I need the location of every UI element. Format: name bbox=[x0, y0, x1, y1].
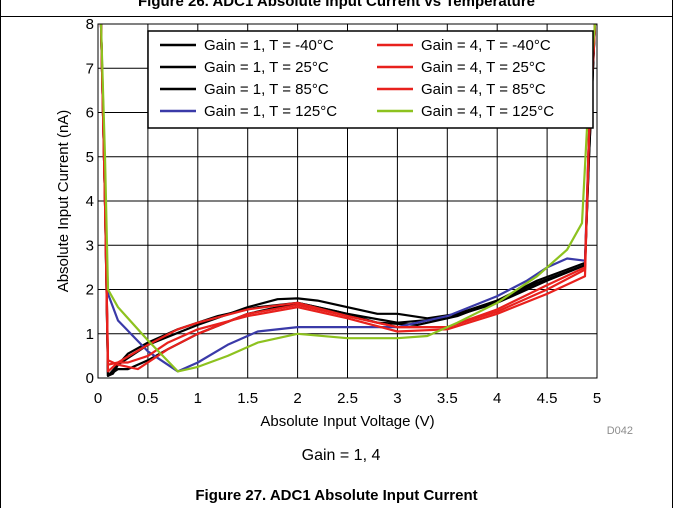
figure-caption: Figure 27. ADC1 Absolute Input Current bbox=[195, 487, 478, 504]
frame-top-rule bbox=[0, 16, 673, 17]
legend-label: Gain = 1, T = -40°C bbox=[204, 37, 334, 54]
top-caption: Figure 26. ADC1 Absolute Input Current v… bbox=[137, 0, 535, 10]
y-tick-label: 2 bbox=[86, 282, 94, 299]
y-tick-label: 5 bbox=[86, 149, 94, 166]
plot-border bbox=[97, 23, 598, 379]
x-axis-title: Absolute Input Voltage (V) bbox=[260, 413, 434, 430]
x-tick-label: 2 bbox=[293, 390, 301, 407]
legend-label: Gain = 1, T = 25°C bbox=[204, 59, 329, 76]
y-tick-label: 0 bbox=[86, 370, 94, 387]
y-tick-label: 3 bbox=[86, 237, 94, 254]
figure-code: D042 bbox=[607, 425, 633, 437]
frame-left-rule bbox=[0, 0, 1, 508]
legend-box bbox=[147, 30, 594, 129]
y-axis-title: Absolute Input Current (nA) bbox=[55, 110, 72, 293]
x-tick-label: 0 bbox=[94, 390, 102, 407]
legend-label: Gain = 1, T = 85°C bbox=[204, 81, 329, 98]
x-tick-label: 2.5 bbox=[337, 390, 358, 407]
legend-label: Gain = 4, T = 125°C bbox=[421, 103, 554, 120]
gain-subcaption: Gain = 1, 4 bbox=[302, 447, 381, 464]
x-tick-label: 0.5 bbox=[137, 390, 158, 407]
x-tick-label: 1 bbox=[194, 390, 202, 407]
x-tick-label: 4.5 bbox=[537, 390, 558, 407]
y-tick-label: 1 bbox=[86, 326, 94, 343]
y-tick-label: 6 bbox=[86, 105, 94, 122]
ticks: 0 0.5 1 1.5 2 2.5 3 3.5 4 4.5 5 0 1 2 3 4 5 6 7 8 bbox=[86, 16, 602, 407]
y-tick-label: 4 bbox=[86, 193, 94, 210]
legend: Gain = 1, T = -40°C Gain = 1, T = 25°C Gai… bbox=[147, 30, 594, 129]
series-line-7 bbox=[99, 24, 597, 373]
legend-label: Gain = 4, T = 25°C bbox=[421, 59, 546, 76]
x-tick-label: 1.5 bbox=[237, 390, 258, 407]
series-lines bbox=[99, 24, 597, 377]
x-tick-label: 3 bbox=[393, 390, 401, 407]
x-tick-label: 3.5 bbox=[437, 390, 458, 407]
legend-label: Gain = 4, T = 85°C bbox=[421, 81, 546, 98]
x-tick-label: 4 bbox=[493, 390, 501, 407]
series-line-3 bbox=[99, 24, 597, 377]
series-line-4 bbox=[99, 24, 597, 373]
x-tick-label: 5 bbox=[593, 390, 601, 407]
series-line-6 bbox=[99, 24, 597, 371]
legend-label: Gain = 1, T = 125°C bbox=[204, 103, 337, 120]
series-line-8 bbox=[99, 24, 597, 373]
legend-label: Gain = 4, T = -40°C bbox=[421, 37, 551, 54]
y-tick-label: 8 bbox=[86, 16, 94, 33]
y-tick-label: 7 bbox=[86, 60, 94, 77]
